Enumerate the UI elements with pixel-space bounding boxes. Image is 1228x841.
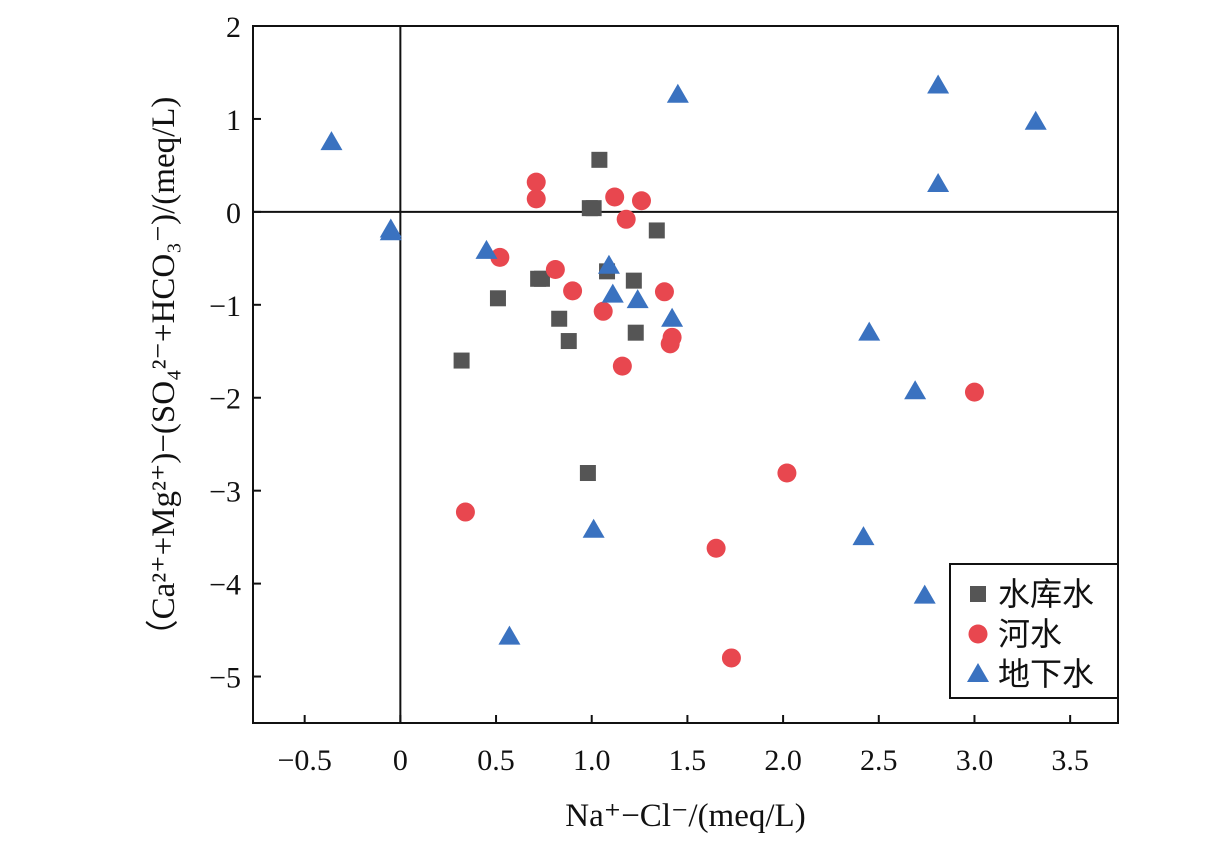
y-axis-ticks: −5 −4 −3 −2 −1 0 1 2 [209,11,261,695]
data-markers [320,74,1047,668]
data-point-circle [706,538,726,558]
y-tick-label: 0 [226,197,241,230]
x-axis-ticks: −0.5 0 0.5 1.0 1.5 2.0 2.5 3.0 3.5 [277,715,1089,777]
data-point-triangle [913,584,936,604]
legend-marker-triangle [967,663,989,682]
data-point-triangle [666,83,689,103]
legend-label: 地下水 [998,655,1094,693]
legend-label: 水库水 [998,575,1094,613]
legend-marker-square [970,586,986,602]
y-tick-label: −2 [209,383,241,416]
data-point-circle [593,301,613,321]
y-tick-label: −4 [209,569,241,602]
data-point-triangle [379,221,402,241]
data-point-square [591,151,608,168]
data-point-circle [662,327,682,347]
data-point-circle [455,502,475,522]
data-point-square [560,333,577,350]
data-point-circle [605,187,625,207]
data-point-triangle [597,254,620,274]
data-point-circle [526,172,546,192]
data-point-square [625,272,642,289]
data-point-circle [526,189,546,209]
data-point-triangle [904,380,927,400]
x-tick-label: 3.5 [1051,744,1089,777]
data-point-square [489,290,506,307]
data-point-triangle [626,289,649,309]
data-point-triangle [320,131,343,151]
y-axis-title: （Ca²⁺+Mg²⁺)−(SO₄²⁻+HCO₃⁻)/(meq/L) [146,97,182,653]
data-point-square [453,352,470,369]
plot-area: −0.5 0 0.5 1.0 1.5 2.0 2.5 3.0 3.5 −5 −4 −3 −2 −1 0 1 2 [209,11,1119,777]
data-point-triangle [927,172,950,192]
data-point-square [579,465,596,482]
data-point-triangle [582,518,605,538]
x-tick-label: 2.5 [860,744,898,777]
data-point-triangle [661,307,684,327]
data-point-square [533,270,550,287]
data-point-square [585,200,602,217]
data-point-triangle [927,74,950,94]
data-point-circle [721,648,741,668]
data-point-circle [563,281,583,301]
x-tick-label: 0 [393,744,408,777]
x-tick-label: 3.0 [956,744,994,777]
y-tick-label: −3 [209,476,241,509]
legend-marker-circle [968,624,988,644]
y-tick-label: −1 [209,290,241,323]
data-point-circle [654,282,674,302]
data-point-circle [964,382,984,402]
data-point-circle [631,191,651,211]
x-tick-label: 1.0 [573,744,611,777]
data-point-circle [777,463,797,483]
plot-frame [252,25,1119,724]
x-tick-label: 0.5 [477,744,515,777]
data-point-circle [545,259,565,279]
data-point-triangle [858,321,881,341]
data-point-triangle [852,526,875,546]
y-tick-label: 2 [226,11,241,44]
x-tick-label: −0.5 [277,744,331,777]
data-point-triangle [498,625,521,645]
data-point-triangle [601,283,624,303]
y-tick-label: 1 [226,104,241,137]
x-tick-label: 2.0 [764,744,802,777]
data-point-triangle [1024,110,1047,130]
data-point-circle [616,209,636,229]
x-tick-label: 1.5 [669,744,707,777]
y-tick-label: −5 [209,662,241,695]
legend-label: 河水 [998,615,1062,653]
data-point-circle [612,356,632,376]
data-point-square [627,324,644,341]
data-point-circle [490,247,510,267]
x-axis-title: Na⁺−Cl⁻/(meq/L) [565,798,805,834]
data-point-square [551,310,568,327]
data-point-triangle [475,239,498,259]
data-point-square [648,222,665,239]
